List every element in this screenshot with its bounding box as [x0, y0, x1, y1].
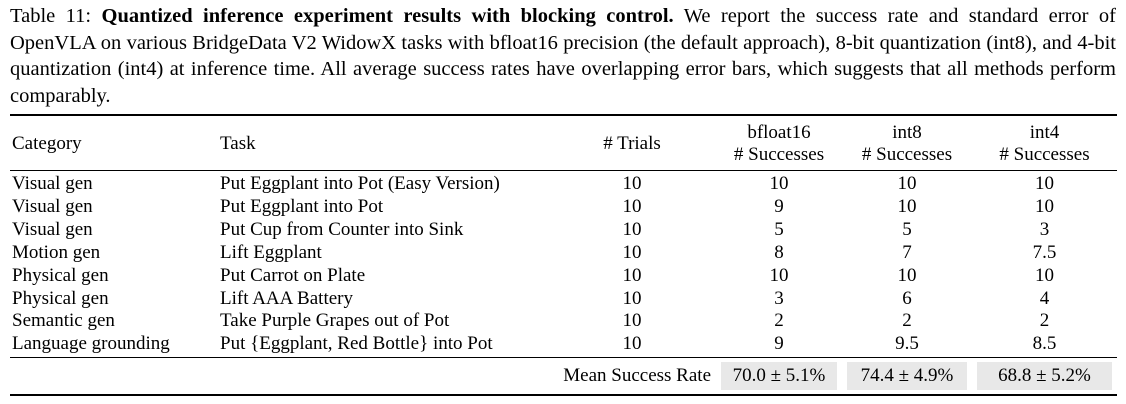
mean-value-int8: 74.4 ± 4.9%: [847, 362, 967, 391]
table-row: Visual gen Put Cup from Counter into Sin…: [10, 219, 1117, 242]
cell-category: Visual gen: [12, 173, 93, 194]
cell-category: Language grounding: [12, 333, 170, 355]
col-header-int8: int8 # Successes: [842, 115, 972, 171]
cell-bfloat16: 10: [769, 173, 789, 194]
mean-value-bfloat16: 70.0 ± 5.1%: [721, 362, 837, 391]
cell-int4: 4: [1039, 287, 1050, 309]
cell-int8: 10: [897, 195, 917, 217]
cell-task: Lift AAA Battery: [220, 287, 353, 309]
cell-category: Physical gen: [12, 287, 109, 309]
caption-title-bold: Quantized inference experiment results w…: [101, 5, 674, 27]
cell-int4: 2: [1039, 310, 1050, 332]
cell-trials: 10: [622, 195, 642, 217]
col-header-int8-sub: # Successes: [861, 143, 953, 165]
cell-int8: 10: [897, 264, 917, 286]
cell-category: Visual gen: [12, 195, 93, 217]
cell-bfloat16: 9: [774, 333, 784, 355]
cell-category: Semantic gen: [12, 310, 115, 332]
cell-category: Visual gen: [12, 218, 93, 240]
table-row: Visual gen Put Eggplant into Pot (Easy V…: [10, 171, 1117, 196]
cell-int8: 2: [902, 310, 912, 332]
mean-success-row: Mean Success Rate 70.0 ± 5.1% 74.4 ± 4.9…: [10, 358, 1117, 396]
table-row: Language grounding Put {Eggplant, Red Bo…: [10, 333, 1117, 357]
cell-int8: 5: [902, 218, 912, 240]
mean-cell-bfloat16: 70.0 ± 5.1%: [716, 358, 842, 396]
mean-cell-int8: 74.4 ± 4.9%: [842, 358, 972, 396]
cell-trials: 10: [622, 173, 642, 194]
table-row: Physical gen Lift AAA Battery 10 3 6 4: [10, 288, 1117, 311]
cell-int4: 7.5: [1032, 241, 1057, 263]
cell-trials: 10: [622, 287, 642, 309]
cell-trials: 10: [622, 241, 642, 263]
cell-int4: 10: [1035, 173, 1054, 194]
col-header-int4-top: int4: [1029, 122, 1060, 143]
col-header-int8-top: int8: [892, 122, 922, 143]
col-header-int4: int4 # Successes: [972, 115, 1117, 171]
mean-cell-int4: 68.8 ± 5.2%: [972, 358, 1117, 396]
col-header-task: Task: [220, 132, 256, 154]
results-table: Category Task # Trials bfloat16 # Succes…: [10, 114, 1117, 397]
cell-int8: 10: [897, 173, 917, 194]
cell-task: Put Cup from Counter into Sink: [220, 218, 464, 240]
cell-task: Put Eggplant into Pot: [220, 195, 384, 217]
col-header-category: Category: [12, 132, 82, 154]
cell-trials: 10: [622, 333, 642, 355]
cell-int4: 10: [1035, 195, 1054, 217]
cell-task: Lift Eggplant: [220, 241, 322, 263]
col-header-bfloat16-top: bfloat16: [747, 122, 811, 143]
cell-bfloat16: 3: [774, 287, 784, 309]
cell-task: Put {Eggplant, Red Bottle} into Pot: [220, 333, 493, 355]
caption-body-text: We report the success rate and standard …: [10, 5, 1117, 107]
cell-bfloat16: 9: [774, 195, 784, 217]
cell-bfloat16: 5: [774, 218, 784, 240]
cell-bfloat16: 2: [774, 310, 784, 332]
cell-trials: 10: [622, 264, 642, 286]
cell-category: Physical gen: [12, 264, 109, 286]
cell-bfloat16: 8: [774, 241, 784, 263]
cell-task: Put Carrot on Plate: [220, 264, 366, 286]
cell-task: Take Purple Grapes out of Pot: [220, 310, 450, 332]
cell-int8: 7: [902, 241, 912, 263]
col-header-bfloat16: bfloat16 # Successes: [716, 115, 842, 171]
cell-int4: 3: [1039, 218, 1050, 240]
col-header-trials: # Trials: [603, 132, 661, 154]
cell-int8: 9.5: [895, 333, 919, 355]
table-footer: Mean Success Rate 70.0 ± 5.1% 74.4 ± 4.9…: [10, 357, 1117, 396]
table-row: Semantic gen Take Purple Grapes out of P…: [10, 310, 1117, 333]
cell-bfloat16: 10: [769, 264, 789, 286]
cell-task: Put Eggplant into Pot (Easy Version): [220, 173, 500, 194]
cell-trials: 10: [622, 218, 642, 240]
mean-success-label: Mean Success Rate: [563, 365, 711, 387]
table-caption: Table 11: Quantized inference experiment…: [10, 3, 1116, 109]
cell-int4: 10: [1035, 264, 1054, 286]
mean-value-int4: 68.8 ± 5.2%: [977, 362, 1112, 391]
cell-trials: 10: [622, 310, 642, 332]
header-row: Category Task # Trials bfloat16 # Succes…: [10, 115, 1117, 171]
cell-int8: 6: [902, 287, 912, 309]
table-row: Visual gen Put Eggplant into Pot 10 9 10…: [10, 196, 1117, 219]
col-header-int4-sub: # Successes: [999, 143, 1090, 165]
table-body: Visual gen Put Eggplant into Pot (Easy V…: [10, 171, 1117, 358]
cell-category: Motion gen: [12, 241, 101, 263]
table-row: Motion gen Lift Eggplant 10 8 7 7.5: [10, 242, 1117, 265]
cell-int4: 8.5: [1032, 333, 1057, 355]
caption-label: Table 11:: [10, 5, 102, 27]
table-header: Category Task # Trials bfloat16 # Succes…: [10, 115, 1117, 171]
table-row: Physical gen Put Carrot on Plate 10 10 1…: [10, 265, 1117, 288]
col-header-bfloat16-sub: # Successes: [733, 143, 825, 165]
